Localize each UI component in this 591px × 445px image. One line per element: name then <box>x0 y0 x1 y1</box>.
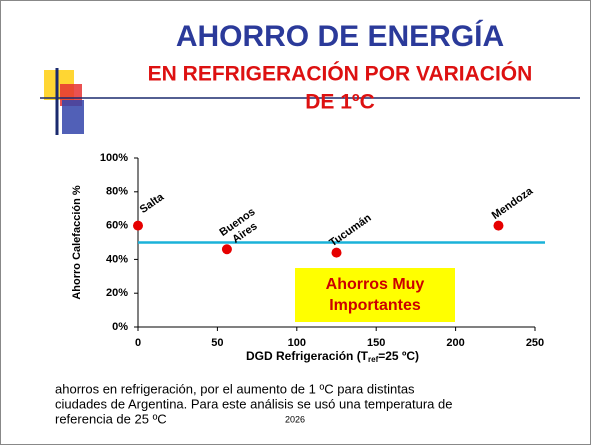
year: 2026 <box>285 414 305 424</box>
x-tick-label: 200 <box>446 337 464 349</box>
y-tick-label: 60% <box>106 220 128 232</box>
point <box>493 220 504 231</box>
x-tick-label: 0 <box>135 337 141 349</box>
annotation-box <box>295 268 455 322</box>
x-tick-label: 250 <box>526 337 544 349</box>
x-tick-label: 100 <box>288 337 306 349</box>
subtitle: EN REFRIGERACIÓN POR VARIACIÓN <box>148 62 533 86</box>
point <box>133 220 143 231</box>
y-tick-label: 40% <box>106 253 128 265</box>
x-tick-label: 50 <box>211 337 223 349</box>
caption: referencia de 25 ºC <box>55 411 167 426</box>
y-tick-label: 0% <box>112 321 128 333</box>
x-axis-label-part: ref <box>368 355 379 364</box>
title: AHORRO DE ENERGÍA <box>176 19 504 53</box>
deco-square <box>62 100 84 134</box>
caption: ahorros en refrigeración, por el aumento… <box>55 381 415 396</box>
x-axis-label-part: =25 ºC) <box>378 349 419 363</box>
annotation-text: Importantes <box>329 297 421 314</box>
y-tick-label: 100% <box>100 152 128 164</box>
point <box>331 247 342 258</box>
x-axis-label-part: DGD Refrigeración (T <box>246 349 369 363</box>
caption: ciudades de Argentina. Para este análisi… <box>55 396 452 411</box>
x-tick-label: 150 <box>367 337 385 349</box>
annotation-text: Ahorros Muy <box>326 276 425 293</box>
subtitle: DE 1ºC <box>305 91 375 114</box>
y-tick-label: 20% <box>106 287 128 299</box>
y-tick-label: 80% <box>106 186 128 198</box>
y-axis-label: Ahorro Calefacción % <box>71 185 83 300</box>
point <box>221 244 232 255</box>
x-axis-label: DGD Refrigeración (Tref=25 ºC) <box>246 349 419 364</box>
